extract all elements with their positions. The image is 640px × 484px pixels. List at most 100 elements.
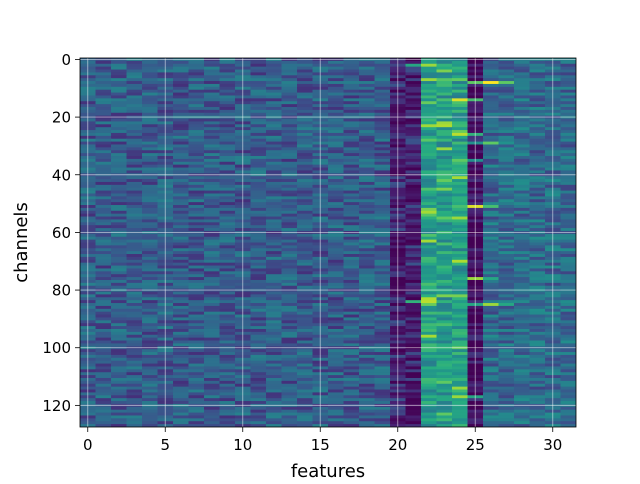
heatmap-cell (188, 331, 205, 336)
heatmap-cell (343, 282, 360, 287)
heatmap-cell (483, 259, 500, 264)
heatmap-cell (436, 326, 453, 330)
heatmap-cell (359, 98, 376, 102)
heatmap-cell (281, 380, 298, 385)
heatmap-cell (560, 285, 576, 290)
heatmap-cell (421, 158, 438, 163)
heatmap-cell (436, 213, 453, 218)
heatmap-cell (126, 161, 143, 166)
heatmap-cell (250, 352, 267, 356)
heatmap-cell (529, 308, 546, 313)
heatmap-cell (452, 207, 469, 212)
heatmap-cell (188, 259, 205, 264)
heatmap-cell (173, 303, 190, 307)
heatmap-cell (281, 202, 298, 206)
heatmap-cell (173, 409, 190, 414)
heatmap-cell (374, 383, 391, 388)
heatmap-cell (266, 259, 283, 264)
heatmap-cell (560, 268, 576, 272)
heatmap-cell (297, 210, 314, 215)
heatmap-cell (421, 262, 438, 267)
heatmap-cell (343, 213, 360, 218)
heatmap-cell (514, 75, 531, 79)
heatmap-cell (405, 78, 422, 82)
heatmap-cell (142, 392, 159, 396)
heatmap-cell (359, 401, 376, 405)
heatmap-cell (529, 406, 546, 411)
heatmap-cell (204, 239, 221, 244)
heatmap-cell (173, 271, 190, 275)
heatmap-cell (374, 228, 391, 232)
heatmap-cell (250, 242, 267, 246)
heatmap-cell (173, 179, 190, 183)
heatmap-cell (421, 86, 438, 91)
heatmap-cell (343, 274, 360, 278)
heatmap-cell (297, 112, 314, 117)
heatmap-cell (529, 216, 546, 221)
heatmap-cell (343, 383, 360, 388)
heatmap-cell (328, 311, 345, 316)
heatmap-cell (204, 398, 221, 402)
heatmap-cell (328, 176, 345, 180)
heatmap-cell (188, 72, 205, 76)
heatmap-cell (95, 424, 112, 427)
heatmap-cell (126, 207, 143, 212)
heatmap-cell (173, 352, 190, 356)
heatmap-cell (204, 121, 221, 125)
heatmap-cell (498, 294, 515, 298)
heatmap-cell (436, 167, 453, 172)
heatmap-cell (560, 124, 576, 128)
heatmap-cell (297, 352, 314, 356)
heatmap-cell (142, 60, 159, 65)
heatmap-cell (281, 326, 298, 330)
heatmap-cell (343, 199, 360, 203)
heatmap-cell (173, 121, 190, 125)
heatmap-cell (405, 326, 422, 330)
heatmap-cell (498, 112, 515, 117)
heatmap-cell (421, 199, 438, 203)
heatmap-cell (405, 147, 422, 151)
heatmap-cell (405, 271, 422, 275)
heatmap-cell (374, 357, 391, 362)
heatmap-cell (498, 320, 515, 324)
heatmap-cell (405, 104, 422, 108)
heatmap-cell (250, 95, 267, 99)
heatmap-cell (436, 164, 453, 169)
heatmap-cell (188, 294, 205, 298)
heatmap-cell (514, 274, 531, 278)
heatmap-cell (328, 279, 345, 284)
heatmap-cell (328, 92, 345, 97)
heatmap-cell (374, 245, 391, 249)
heatmap-cell (514, 222, 531, 226)
heatmap-cell (173, 72, 190, 76)
heatmap-cell (529, 360, 546, 365)
heatmap-cell (452, 153, 469, 157)
heatmap-cell (250, 141, 267, 146)
heatmap-cell (173, 375, 190, 379)
heatmap-cell (436, 331, 453, 336)
heatmap-cell (188, 207, 205, 212)
heatmap-cell (219, 184, 236, 189)
heatmap-cell (281, 349, 298, 353)
heatmap-cell (188, 421, 205, 425)
heatmap-cell (343, 236, 360, 241)
heatmap-cell (126, 63, 143, 68)
heatmap-cell (328, 118, 345, 123)
heatmap-cell (142, 75, 159, 79)
heatmap-cell (219, 147, 236, 151)
heatmap-cell (111, 254, 128, 258)
heatmap-cell (173, 104, 190, 108)
heatmap-cell (483, 135, 500, 140)
heatmap-cell (111, 213, 128, 218)
heatmap-cell (436, 184, 453, 189)
heatmap-cell (111, 340, 128, 344)
heatmap-cell (452, 89, 469, 94)
heatmap-cell (374, 92, 391, 97)
heatmap-cell (514, 418, 531, 422)
heatmap-cell (452, 150, 469, 154)
heatmap-cell (142, 277, 159, 281)
heatmap-cell (266, 254, 283, 258)
heatmap-cell (142, 354, 159, 359)
heatmap-cell (219, 121, 236, 125)
heatmap-cell (250, 401, 267, 405)
